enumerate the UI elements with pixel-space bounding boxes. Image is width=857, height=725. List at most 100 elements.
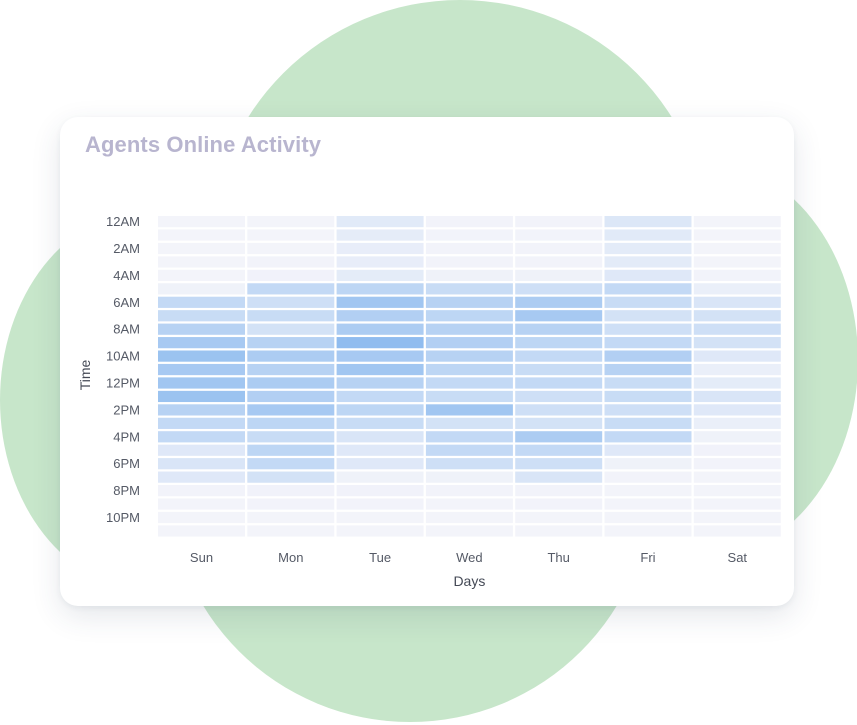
heatmap-cell bbox=[604, 296, 692, 308]
heatmap-cell bbox=[604, 471, 692, 483]
heatmap-cell bbox=[425, 323, 513, 335]
heatmap-cell bbox=[425, 390, 513, 403]
heatmap-cell bbox=[515, 323, 603, 335]
heatmap-cell bbox=[336, 296, 424, 308]
heatmap-cell bbox=[515, 283, 603, 295]
heatmap-cell bbox=[693, 256, 781, 268]
heatmap-cell bbox=[247, 525, 335, 537]
heatmap-cell bbox=[604, 498, 692, 510]
heatmap-cell bbox=[693, 377, 781, 389]
x-axis-label: Days bbox=[453, 573, 485, 589]
heatmap-cell bbox=[158, 216, 245, 228]
heatmap-cell bbox=[693, 283, 781, 295]
heatmap-cell bbox=[604, 216, 692, 228]
heatmap-cell bbox=[247, 404, 335, 416]
heatmap-cell bbox=[515, 337, 603, 349]
heatmap-cell bbox=[336, 283, 424, 295]
heatmap-cell bbox=[604, 242, 692, 255]
heatmap-cell bbox=[158, 269, 245, 281]
heatmap-cell bbox=[425, 229, 513, 241]
heatmap-cell bbox=[336, 458, 424, 470]
heatmap-cell bbox=[336, 525, 424, 537]
heatmap-cell bbox=[158, 350, 245, 362]
heatmap-cell bbox=[247, 363, 335, 376]
heatmap-cell bbox=[158, 444, 245, 456]
heatmap-cell bbox=[693, 242, 781, 255]
heatmap-cell bbox=[247, 296, 335, 308]
heatmap-cell bbox=[158, 511, 245, 524]
heatmap-cell bbox=[515, 310, 603, 322]
heatmap-cell bbox=[693, 404, 781, 416]
heatmap-cell bbox=[604, 485, 692, 497]
heatmap-cell bbox=[158, 377, 245, 389]
heatmap-cell bbox=[247, 458, 335, 470]
heatmap-cell bbox=[336, 498, 424, 510]
heatmap-cell bbox=[247, 283, 335, 295]
heatmap-cell bbox=[693, 417, 781, 429]
heatmap-cell bbox=[515, 269, 603, 281]
heatmap-cell bbox=[158, 363, 245, 376]
heatmap-cell bbox=[336, 323, 424, 335]
heatmap-cell bbox=[693, 363, 781, 376]
heatmap-cell bbox=[604, 444, 692, 456]
heatmap-cell bbox=[515, 350, 603, 362]
heatmap-cell bbox=[425, 269, 513, 281]
heatmap-cell bbox=[515, 444, 603, 456]
y-tick-label: 12AM bbox=[106, 214, 140, 229]
heatmap-cell bbox=[158, 323, 245, 335]
heatmap-cell bbox=[158, 404, 245, 416]
y-tick-label: 6PM bbox=[113, 456, 140, 471]
heatmap-cell bbox=[336, 444, 424, 456]
heatmap-cell bbox=[693, 350, 781, 362]
heatmap-cell bbox=[425, 337, 513, 349]
heatmap-cell bbox=[604, 256, 692, 268]
heatmap-cell bbox=[515, 216, 603, 228]
heatmap-cell bbox=[515, 417, 603, 429]
heatmap-cell bbox=[604, 431, 692, 443]
heatmap-cell bbox=[693, 269, 781, 281]
heatmap-cell bbox=[247, 269, 335, 281]
heatmap-cell bbox=[425, 242, 513, 255]
heatmap-cell bbox=[336, 363, 424, 376]
heatmap-cell bbox=[604, 310, 692, 322]
heatmap-cell bbox=[604, 269, 692, 281]
x-tick-label: Mon bbox=[278, 550, 303, 565]
heatmap-cell bbox=[158, 525, 245, 537]
heatmap-cell bbox=[515, 485, 603, 497]
heatmap-cell bbox=[247, 485, 335, 497]
heatmap-cell bbox=[425, 458, 513, 470]
heatmap-cell bbox=[515, 458, 603, 470]
heatmap-cells bbox=[158, 216, 781, 537]
heatmap-cell bbox=[515, 431, 603, 443]
heatmap-cell bbox=[247, 511, 335, 524]
x-tick-label: Fri bbox=[640, 550, 655, 565]
heatmap-cell bbox=[247, 256, 335, 268]
heatmap-cell bbox=[604, 511, 692, 524]
heatmap-cell bbox=[336, 269, 424, 281]
heatmap-cell bbox=[425, 283, 513, 295]
heatmap-cell bbox=[693, 431, 781, 443]
heatmap-cell bbox=[247, 417, 335, 429]
heatmap-cell bbox=[247, 377, 335, 389]
heatmap-cell bbox=[158, 498, 245, 510]
heatmap-cell bbox=[247, 337, 335, 349]
y-tick-label: 4AM bbox=[113, 268, 140, 283]
y-tick-label: 2PM bbox=[113, 402, 140, 417]
heatmap-cell bbox=[336, 404, 424, 416]
heatmap-cell bbox=[336, 485, 424, 497]
heatmap-cell bbox=[336, 216, 424, 228]
heatmap-cell bbox=[515, 404, 603, 416]
heatmap-cell bbox=[425, 310, 513, 322]
heatmap-cell bbox=[604, 323, 692, 335]
y-tick-label: 8PM bbox=[113, 483, 140, 498]
heatmap-cell bbox=[515, 229, 603, 241]
heatmap-cell bbox=[693, 485, 781, 497]
heatmap-cell bbox=[336, 256, 424, 268]
heatmap-cell bbox=[604, 417, 692, 429]
y-tick-label: 4PM bbox=[113, 429, 140, 444]
heatmap-cell bbox=[247, 390, 335, 403]
heatmap-cell bbox=[336, 350, 424, 362]
heatmap-cell bbox=[604, 458, 692, 470]
heatmap-cell bbox=[158, 458, 245, 470]
heatmap-cell bbox=[425, 404, 513, 416]
